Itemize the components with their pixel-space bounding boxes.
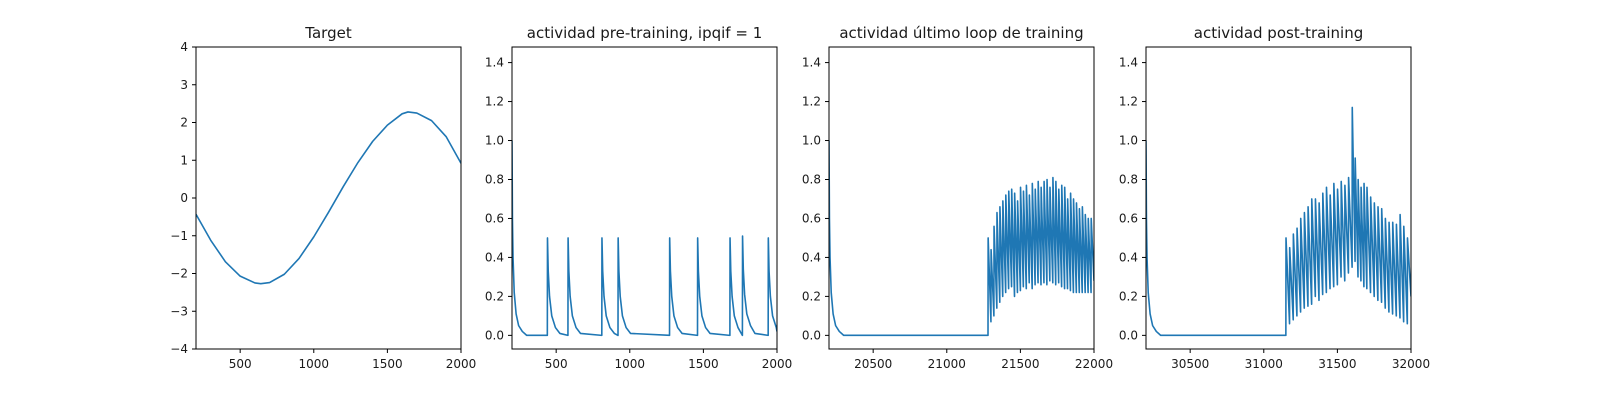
y-tick-label: 0.4 (485, 250, 504, 264)
y-tick-label: 0 (180, 191, 188, 205)
axes-frame (195, 46, 462, 350)
axes-frame (511, 46, 778, 350)
y-tick-label: 0.2 (802, 289, 821, 303)
y-tick-label: 1.2 (1119, 95, 1138, 109)
y-tick-label: 1.2 (802, 95, 821, 109)
panel-1: Target 500 1000 1500 2000 −4 −3 −2 −1 0 1 2 3 4 (170, 24, 476, 371)
y-tick-label: 0.2 (1119, 289, 1138, 303)
y-tick-label: 0.6 (802, 211, 821, 225)
y-tick-label: 3 (180, 78, 188, 92)
y-tick-label: 1.4 (1119, 56, 1138, 70)
y-tick-label: −1 (170, 229, 188, 243)
y-tick-label: 0.2 (485, 289, 504, 303)
chart-title: actividad pre-training, ipqif = 1 (527, 24, 763, 42)
y-tick-label: 0.6 (485, 211, 504, 225)
y-tick-label: 0.0 (1119, 328, 1138, 342)
y-tick-label: 4 (180, 40, 188, 54)
series-line (1146, 106, 1411, 337)
y-tick-label: −2 (170, 267, 188, 281)
y-tick-label: 1 (180, 153, 188, 167)
x-tick-label: 1500 (372, 357, 403, 371)
x-tick-label: 1000 (299, 357, 330, 371)
x-tick-label: 1500 (688, 357, 719, 371)
y-tick-label: 1.4 (485, 56, 504, 70)
x-tick-label: 22000 (1075, 357, 1113, 371)
series-line (512, 140, 777, 337)
x-tick-label: 31000 (1245, 357, 1283, 371)
x-tick-label: 500 (545, 357, 568, 371)
x-tick-label: 32000 (1392, 357, 1430, 371)
y-tick-label: 0.6 (1119, 211, 1138, 225)
x-tick-label: 500 (229, 357, 252, 371)
y-tick-label: 0.8 (1119, 172, 1138, 186)
x-tick-label: 2000 (762, 357, 793, 371)
panel-3: actividad último loop de training 20500 21… (802, 24, 1113, 371)
x-tick-label: 1000 (615, 357, 646, 371)
y-tick-label: 1.4 (802, 56, 821, 70)
series-line (196, 111, 461, 285)
y-tick-label: 2 (180, 116, 188, 130)
y-tick-label: 1.0 (802, 134, 821, 148)
series-line (829, 140, 1094, 337)
y-tick-label: 0.0 (802, 328, 821, 342)
panel-4: actividad post-training 30500 31000 31500 32… (1119, 24, 1430, 371)
y-tick-label: 1.0 (485, 134, 504, 148)
x-tick-label: 21000 (928, 357, 966, 371)
axes-frame (1145, 46, 1412, 350)
y-tick-label: 0.8 (802, 172, 821, 186)
chart-title: Target (304, 24, 352, 42)
chart-title: actividad post-training (1194, 24, 1363, 42)
axes-frame (828, 46, 1095, 350)
x-tick-label: 31500 (1318, 357, 1356, 371)
y-tick-label: 0.4 (802, 250, 821, 264)
panel-2: actividad pre-training, ipqif = 1 500 1000… (485, 24, 792, 371)
x-tick-label: 2000 (446, 357, 477, 371)
y-tick-label: 0.0 (485, 328, 504, 342)
y-tick-label: 1.2 (485, 95, 504, 109)
chart-title: actividad último loop de training (839, 24, 1083, 42)
x-tick-label: 30500 (1171, 357, 1209, 371)
y-tick-label: −3 (170, 304, 188, 318)
y-tick-label: 1.0 (1119, 134, 1138, 148)
y-tick-label: −4 (170, 342, 188, 356)
x-tick-label: 21500 (1001, 357, 1039, 371)
y-tick-label: 0.4 (1119, 250, 1138, 264)
y-tick-label: 0.8 (485, 172, 504, 186)
x-tick-label: 20500 (854, 357, 892, 371)
